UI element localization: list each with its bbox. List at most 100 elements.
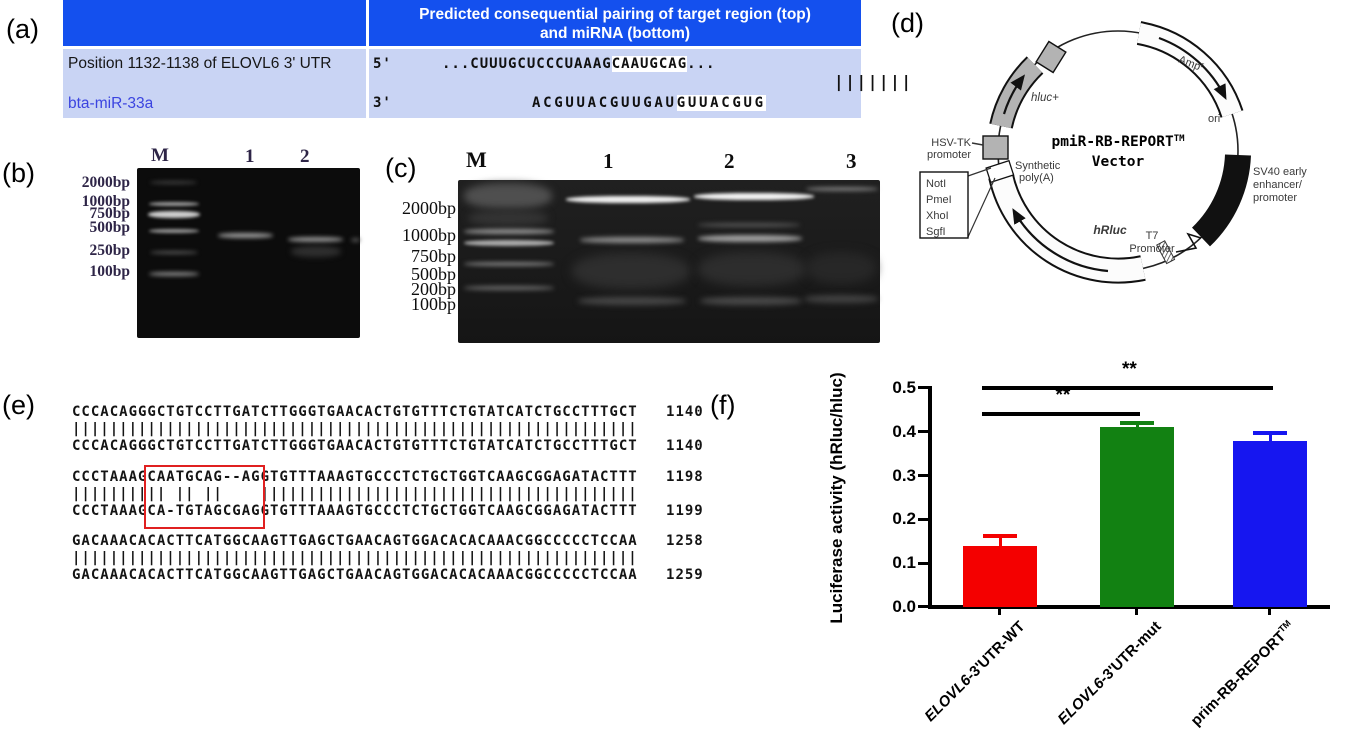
hsvtk-connector (971, 142, 984, 146)
significance-stars: ** (1055, 385, 1071, 407)
hluc-small-box (1035, 40, 1067, 74)
t7-label-1: T7 (1146, 230, 1159, 242)
gel-b-ladder-1000: 1000bp (81, 193, 130, 210)
gel-c-ladder-500: 500bp (411, 264, 456, 284)
hsvtk-label-2: promoter (927, 149, 971, 161)
y-axis-title: Luciferase activity (hRluc/hluc) (827, 372, 846, 624)
mirna-sequence: ACGUUACGUUGAUGUUACGUG (532, 95, 766, 111)
category-italic-part: ELOVL6 (920, 671, 975, 726)
gel-band (218, 233, 273, 238)
gel-band (464, 262, 554, 266)
y-tick (918, 474, 928, 477)
mirna-seq-pre: ACGUUACGUUGAU (532, 95, 677, 111)
error-bar (1268, 431, 1272, 450)
gel-band (464, 183, 552, 209)
x-category-label-mut: ELOVL6-3'UTR-mut (1055, 618, 1165, 728)
hrluc-label: hRluc (1093, 223, 1127, 237)
alignment-block-1: CCCACAGGGCTGTCCTTGATCTTGGGTGAACACTGTGTTT… (72, 404, 704, 454)
gel-band (464, 286, 554, 290)
gel-band (150, 251, 198, 254)
panel-d-label: (d) (891, 8, 924, 38)
table-header-empty-cell (63, 0, 366, 46)
panel-e-label: (e) (2, 390, 35, 420)
enzyme-box (919, 171, 969, 239)
x-tick (1268, 608, 1271, 615)
y-tick (918, 562, 928, 565)
amp-gene-arc-fill (1137, 23, 1242, 118)
enzyme-noti: NotI (926, 178, 946, 190)
gel-band (149, 272, 199, 276)
t7-promoter-box (1156, 240, 1176, 265)
y-tick-label: 0.0 (892, 597, 916, 616)
gel-band (694, 193, 814, 200)
gel-c-lane-1: 1 (603, 149, 614, 173)
pairing-bars: ||||||| (834, 72, 913, 91)
y-tick-label: 0.5 (892, 378, 916, 397)
gel-band (148, 211, 200, 218)
y-tick-label: 0.2 (892, 509, 916, 528)
gel-band (698, 235, 802, 242)
gel-b-ladder-2000: 2000bp (81, 174, 130, 191)
error-bar (998, 534, 1002, 555)
gel-c-ladder-1000: 1000bp (402, 225, 456, 245)
x-tick (998, 608, 1001, 615)
target-seq-pre: ...CUUUGCUCCCUAAAG (442, 56, 612, 72)
bar-elovl6-3utr-wt (963, 545, 1037, 607)
gel-band (578, 297, 686, 305)
ori-label: ori (1208, 113, 1220, 125)
gel-b-lane-1: 1 (245, 146, 255, 167)
y-tick (918, 430, 928, 433)
y-axis-line (928, 386, 932, 608)
error-bar (1135, 421, 1139, 437)
x-category-label-report: prim-RB-REPORTTM (1187, 618, 1298, 729)
gel-b-ladder-250: 250bp (89, 242, 131, 259)
hluc-arrow (1002, 74, 1025, 115)
alignment-block-3: GACAAACACACTTCATGGCAAGTTGAGCTGAACAGTGGAC… (72, 533, 704, 583)
gel-c-lane-3: 3 (846, 149, 857, 173)
gel-band (806, 252, 876, 284)
panel-c-label: (c) (385, 153, 417, 183)
bar-elovl6-3utr-mut (1100, 427, 1174, 607)
target-sequence: ...CUUUGCUCCCUAAAGCAAUGCAG... (442, 56, 715, 72)
mcs-wedge-line-top (967, 167, 992, 177)
polya-label-2: poly(A) (1019, 172, 1054, 184)
panel-a-label: (a) (6, 14, 39, 44)
enzyme-sgfi: SgfI (926, 226, 946, 238)
five-prime-label: 5' (373, 56, 392, 72)
gel-band (288, 237, 343, 242)
gel-band (149, 229, 199, 233)
hsvtk-label-1: HSV-TK (931, 137, 971, 149)
x-tick (1135, 608, 1138, 615)
gel-band (464, 229, 554, 234)
x-category-label-wt: ELOVL6-3'UTR-WT (921, 618, 1028, 725)
gel-band (464, 240, 554, 246)
gel-b-lane-M: M (151, 145, 169, 166)
gel-band (698, 252, 806, 286)
significance-line (982, 386, 1273, 390)
gel-band (580, 237, 684, 243)
hluc-label: hluc+ (1031, 92, 1059, 104)
error-bar-cap (983, 534, 1017, 538)
t7-label-2: Promoter (1129, 243, 1175, 255)
panel-f-label: (f) (710, 390, 736, 420)
panel-b-label: (b) (2, 158, 35, 188)
mirna-seq-seed: GUUACGUG (676, 95, 766, 111)
hrluc-arrow (1012, 208, 1109, 273)
hluc-arc-fill (991, 57, 1043, 129)
target-position-label: Position 1132-1138 of ELOVL6 3' UTR (68, 55, 332, 72)
gel-band (572, 253, 690, 289)
gel-band (291, 246, 341, 257)
target-seq-seed-match: CAAUGCAG (611, 56, 688, 72)
gel-c-lane-2: 2 (724, 149, 735, 173)
sv40-t7-connector (1175, 232, 1202, 253)
polya-box (985, 159, 1015, 184)
gel-band (804, 295, 878, 303)
gel-band (566, 196, 690, 203)
gel-b-lane-2: 2 (300, 146, 310, 167)
category-rest-part: -3'UTR-WT (962, 618, 1029, 684)
sv40-label-3: promoter (1253, 192, 1297, 204)
three-prime-label: 3' (373, 95, 392, 111)
table-body-left-cell (63, 49, 366, 118)
polya-label-1: Synthetic (1015, 160, 1061, 172)
